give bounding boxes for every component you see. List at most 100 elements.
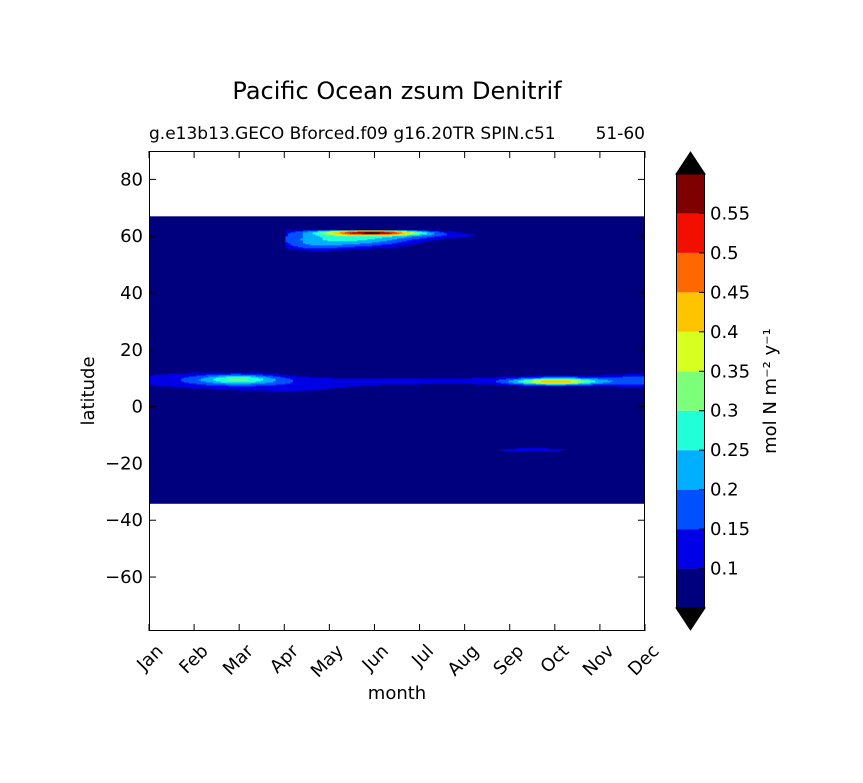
contour-cell — [149, 250, 645, 253]
contour-cell — [335, 386, 645, 389]
contour-cell — [149, 411, 645, 414]
contour-cell — [280, 375, 311, 378]
contour-cell — [379, 232, 393, 235]
contour-cell — [149, 342, 645, 344]
contour-cell — [530, 378, 542, 381]
contour-cell — [149, 402, 645, 405]
contour-cell — [275, 383, 381, 386]
contour-cell — [414, 231, 420, 234]
contour-cell — [149, 328, 645, 330]
contour-cell — [149, 488, 645, 490]
contour-cell — [590, 382, 645, 385]
contour-cell — [149, 405, 645, 408]
contour-cell — [503, 449, 562, 452]
contour-cell — [149, 224, 645, 227]
contour-cell — [149, 359, 645, 361]
contour-cell — [149, 279, 645, 282]
y-tick-label: 80 — [120, 169, 143, 190]
contour-cell — [285, 230, 296, 233]
contour-cell — [335, 232, 344, 235]
contour-cell — [149, 461, 645, 464]
contour-cell — [295, 248, 351, 251]
contour-cell — [149, 448, 500, 451]
colorbar-tick-label: 0.5 — [710, 243, 739, 264]
contour-cell — [183, 376, 205, 379]
contour-cell — [315, 233, 326, 236]
contour-cell — [357, 230, 386, 233]
contour-cell — [290, 381, 502, 384]
contour-cell — [149, 251, 645, 254]
contour-cell — [149, 376, 185, 379]
contour-cell — [570, 380, 579, 383]
contour-cell — [149, 332, 645, 334]
contour-cell — [149, 321, 645, 323]
contour-cell — [401, 231, 410, 234]
contour-cell — [297, 374, 527, 377]
x-tick-label: May — [307, 640, 348, 681]
contour-cell — [225, 375, 252, 378]
contour-cell — [645, 376, 646, 378]
contour-cell — [149, 333, 645, 335]
contour-cell — [506, 377, 522, 380]
contour-cell — [540, 376, 577, 379]
contour-cell — [168, 372, 232, 375]
contour-cell — [285, 238, 301, 241]
contour-cell — [369, 247, 645, 250]
contour-cell — [211, 387, 329, 390]
contour-cell — [149, 434, 645, 437]
contour-cell — [255, 380, 274, 383]
contour-cell — [149, 354, 645, 356]
contour-cell — [149, 240, 286, 243]
contour-cell — [149, 347, 645, 349]
contour-cell — [429, 239, 645, 242]
contour-cell — [421, 234, 443, 237]
contour-cell — [285, 240, 304, 243]
contour-cell — [149, 263, 645, 266]
contour-cell — [332, 376, 472, 379]
contour-cell — [149, 317, 645, 319]
contour-cell — [287, 233, 304, 236]
contour-cell — [302, 232, 314, 235]
contour-cell — [587, 379, 596, 382]
contour-cell — [320, 231, 329, 234]
contour-cell — [285, 231, 291, 234]
contour-cell — [149, 385, 172, 388]
contour-cell — [149, 437, 645, 440]
contour-cell — [364, 231, 381, 234]
contour-cell — [401, 240, 428, 243]
contour-cell — [149, 350, 645, 352]
contour-cell — [525, 380, 534, 383]
contour-cell — [149, 236, 286, 239]
contour-cell — [285, 246, 304, 249]
contour-cell — [188, 381, 215, 384]
contour-cell — [149, 335, 645, 337]
contour-cell — [149, 363, 645, 365]
contour-cell — [275, 377, 291, 380]
contour-cell — [149, 450, 645, 453]
contour-cell — [523, 378, 532, 381]
contour-cell — [149, 249, 309, 252]
contour-cell — [149, 398, 645, 401]
contour-cell — [149, 353, 645, 355]
contour-cell — [533, 380, 542, 383]
chart-subtitle-left: g.e13b13.GECO Bforced.f09 g16.20TR SPIN.… — [149, 124, 556, 144]
contour-cell — [149, 302, 645, 304]
contour-cell — [622, 375, 645, 378]
contour-cell — [285, 241, 289, 244]
contour-cell — [149, 365, 645, 367]
contour-cell — [578, 375, 624, 378]
contour-cell — [379, 240, 403, 243]
contour-cell — [149, 218, 645, 221]
contour-cell — [149, 466, 645, 469]
contour-cell — [149, 414, 645, 417]
contour-cell — [149, 419, 645, 422]
contour-cell — [349, 248, 645, 251]
contour-cell — [149, 352, 645, 354]
contour-cell — [322, 236, 383, 239]
contour-cell — [149, 368, 645, 371]
contour-cell — [287, 373, 604, 376]
contour-cell — [149, 491, 645, 493]
contour-cell — [570, 379, 579, 382]
contour-cell — [325, 230, 334, 233]
contour-cell — [337, 246, 388, 249]
